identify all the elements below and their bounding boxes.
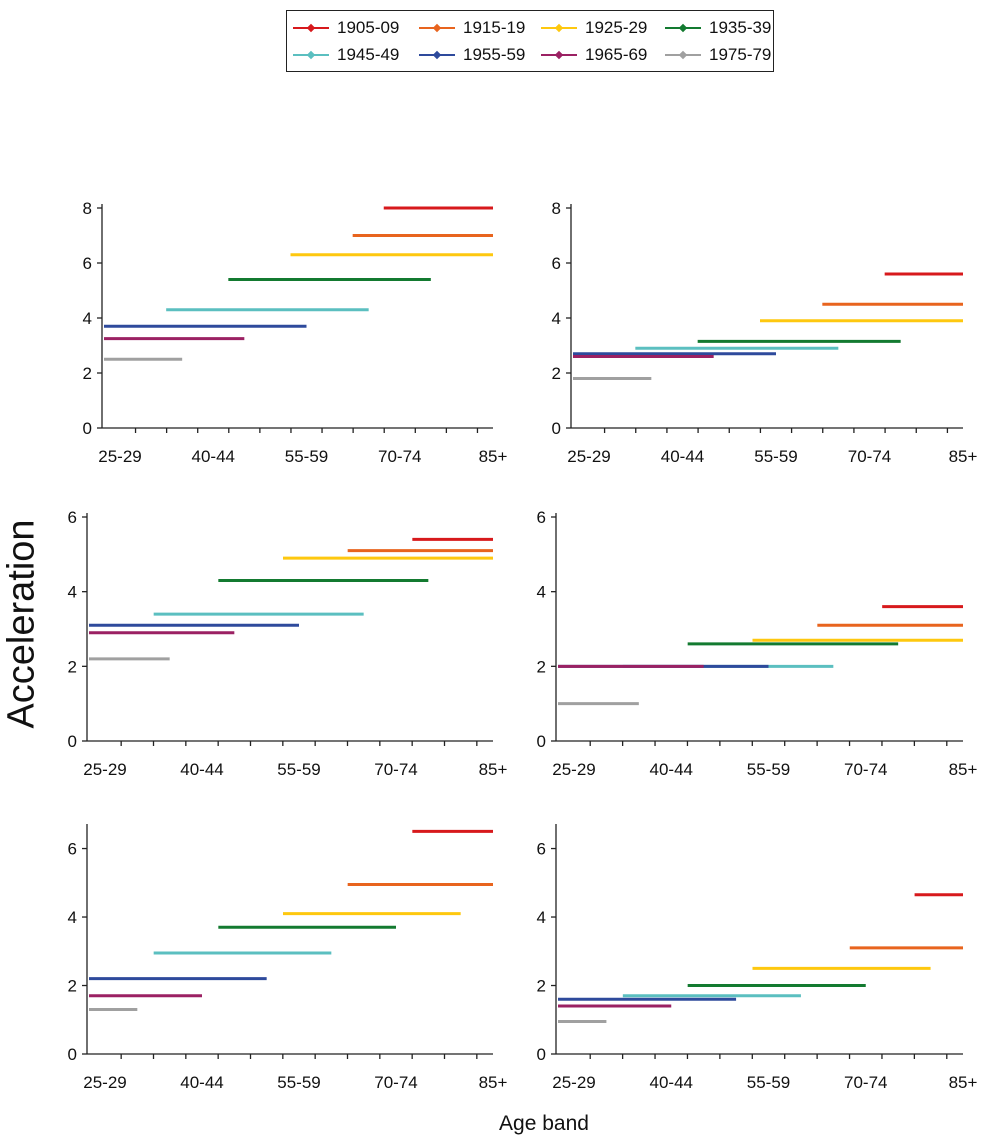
- x-tick-label: 70-74: [378, 447, 421, 466]
- x-tick-label: 85+: [949, 1073, 978, 1092]
- x-tick-label: 40-44: [650, 1073, 693, 1092]
- x-tick-label: 25-29: [567, 447, 610, 466]
- y-tick-label: 6: [537, 840, 546, 859]
- chart-panel-1: 0 2 4 6 8 25-29 40-44 55-59 70-74 85+: [83, 199, 508, 466]
- x-tick-label: 40-44: [650, 760, 693, 779]
- x-axis-label: Age band: [499, 1112, 589, 1135]
- y-tick-label: 6: [552, 254, 561, 273]
- x-tick-label: 25-29: [98, 447, 141, 466]
- x-tick-label: 55-59: [747, 1073, 790, 1092]
- legend-item-1935-39: 1935-39: [663, 16, 771, 40]
- y-tick-label: 0: [83, 419, 92, 438]
- x-tick-label: 70-74: [374, 1073, 417, 1092]
- y-tick-label: 4: [537, 583, 546, 602]
- y-tick-label: 4: [68, 908, 77, 927]
- legend-marker: [293, 23, 329, 33]
- x-tick-label: 40-44: [661, 447, 704, 466]
- legend: 1905-09 1915-19 1925-29 1935-39 1945-49 1955-…: [286, 10, 774, 72]
- chart-panel-4: 0 2 4 6 25-29 40-44 55-59 70-74 85+: [537, 508, 978, 779]
- y-tick-label: 4: [68, 583, 77, 602]
- x-tick-label: 55-59: [754, 447, 797, 466]
- y-tick-label: 0: [537, 1045, 546, 1064]
- y-tick-label: 4: [552, 309, 561, 328]
- y-tick-label: 2: [552, 364, 561, 383]
- x-tick-label: 40-44: [192, 447, 235, 466]
- x-tick-label: 70-74: [844, 760, 887, 779]
- y-tick-label: 0: [537, 732, 546, 751]
- y-tick-label: 2: [83, 364, 92, 383]
- chart-panel-6: 0 2 4 6 25-29 40-44 55-59 70-74 85+: [537, 824, 978, 1092]
- legend-label: 1965-69: [585, 45, 648, 64]
- legend-item-1945-49: 1945-49: [291, 43, 399, 67]
- y-tick-label: 8: [552, 199, 561, 218]
- legend-label: 1905-09: [337, 18, 400, 37]
- y-tick-label: 4: [83, 309, 92, 328]
- x-tick-label: 25-29: [552, 760, 595, 779]
- y-tick-label: 6: [68, 508, 77, 527]
- x-tick-label: 70-74: [848, 447, 891, 466]
- x-tick-label: 55-59: [277, 1073, 320, 1092]
- legend-marker: [665, 23, 701, 33]
- legend-item-1915-19: 1915-19: [417, 16, 525, 40]
- legend-item-1975-79: 1975-79: [663, 43, 771, 67]
- y-tick-label: 2: [68, 657, 77, 676]
- legend-label: 1935-39: [709, 18, 772, 37]
- chart-panel-3: 0 2 4 6 25-29 40-44 55-59 70-74 85+: [68, 508, 508, 779]
- x-tick-label: 70-74: [844, 1073, 887, 1092]
- legend-marker: [541, 50, 577, 60]
- x-tick-label: 85+: [479, 447, 508, 466]
- x-tick-label: 25-29: [83, 760, 126, 779]
- legend-item-1955-59: 1955-59: [417, 43, 525, 67]
- legend-marker: [293, 50, 329, 60]
- legend-label: 1955-59: [463, 45, 526, 64]
- y-tick-label: 6: [537, 508, 546, 527]
- x-tick-label: 55-59: [277, 760, 320, 779]
- x-tick-label: 55-59: [747, 760, 790, 779]
- y-tick-label: 6: [83, 254, 92, 273]
- y-tick-label: 8: [83, 199, 92, 218]
- legend-label: 1975-79: [709, 45, 772, 64]
- legend-label: 1915-19: [463, 18, 526, 37]
- x-tick-label: 85+: [949, 447, 978, 466]
- y-tick-label: 6: [68, 840, 77, 859]
- y-tick-label: 0: [552, 419, 561, 438]
- legend-label: 1925-29: [585, 18, 648, 37]
- x-tick-label: 85+: [949, 760, 978, 779]
- x-tick-label: 25-29: [552, 1073, 595, 1092]
- y-tick-label: 0: [68, 1045, 77, 1064]
- x-tick-label: 70-74: [374, 760, 417, 779]
- x-tick-label: 25-29: [83, 1073, 126, 1092]
- legend-marker: [419, 23, 455, 33]
- y-tick-label: 2: [537, 977, 546, 996]
- chart-panel-2: 0 2 4 6 8 25-29 40-44 55-59 70-74 85+: [552, 199, 978, 466]
- legend-item-1905-09: 1905-09: [291, 16, 399, 40]
- legend-item-1925-29: 1925-29: [539, 16, 647, 40]
- legend-marker: [541, 23, 577, 33]
- x-tick-label: 85+: [479, 1073, 508, 1092]
- y-tick-label: 2: [68, 977, 77, 996]
- y-tick-label: 2: [537, 657, 546, 676]
- legend-label: 1945-49: [337, 45, 400, 64]
- x-tick-label: 40-44: [180, 1073, 223, 1092]
- legend-item-1965-69: 1965-69: [539, 43, 647, 67]
- x-tick-label: 40-44: [180, 760, 223, 779]
- x-tick-label: 55-59: [285, 447, 328, 466]
- x-tick-label: 85+: [479, 760, 508, 779]
- legend-marker: [665, 50, 701, 60]
- y-tick-label: 4: [537, 908, 546, 927]
- legend-marker: [419, 50, 455, 60]
- chart-panel-5: 0 2 4 6 25-29 40-44 55-59 70-74 85+: [68, 824, 508, 1092]
- y-tick-label: 0: [68, 732, 77, 751]
